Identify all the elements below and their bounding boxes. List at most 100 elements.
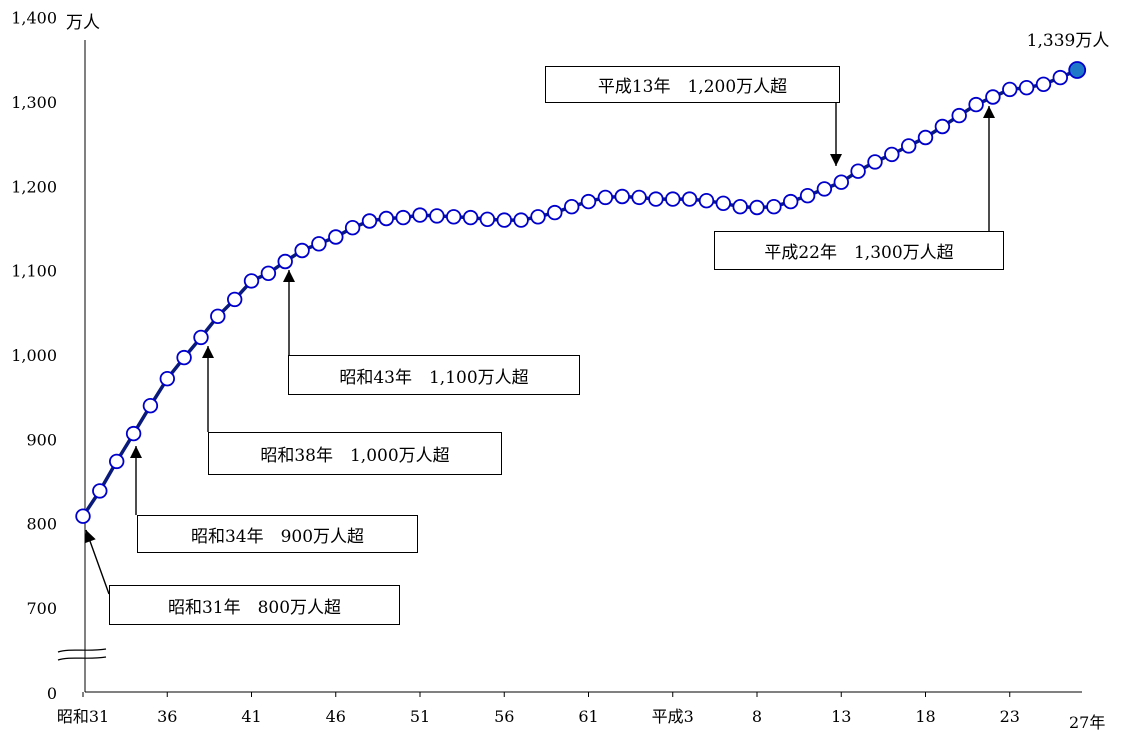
- annotation-arrowhead: [202, 346, 214, 358]
- data-point: [1035, 76, 1052, 93]
- data-point: [294, 242, 310, 259]
- data-point: [75, 508, 91, 524]
- data-point: [361, 213, 378, 229]
- data-point: [917, 129, 934, 146]
- data-point: [698, 192, 715, 209]
- data-point: [412, 207, 428, 223]
- data-point: [125, 425, 142, 442]
- annotation-arrows: [84, 103, 995, 595]
- data-point: [513, 212, 529, 228]
- chart-series: [75, 61, 1087, 524]
- annotation-arrowhead: [830, 154, 842, 166]
- data-point: [1052, 69, 1069, 86]
- data-point: [108, 453, 125, 470]
- data-point: [564, 198, 580, 215]
- data-point: [446, 209, 462, 225]
- x-tick-label: 平成3: [652, 707, 694, 726]
- y-tick-label: 1,400: [11, 9, 57, 28]
- x-tick-label: 18: [915, 707, 935, 726]
- data-point: [1018, 79, 1035, 96]
- y-tick-label: 800: [26, 515, 57, 534]
- data-point: [344, 219, 361, 236]
- data-point: [1002, 81, 1018, 98]
- data-point: [176, 349, 192, 366]
- annotation-arrowhead: [283, 270, 295, 282]
- y-tick-label: 1,000: [11, 346, 57, 365]
- x-tick-label: 昭和31: [57, 707, 109, 726]
- data-point: [530, 209, 546, 225]
- last-point-label: 1,339万人: [1027, 31, 1110, 51]
- data-point: [429, 208, 445, 224]
- data-point: [142, 398, 159, 414]
- x-tick-label: 27年: [1069, 713, 1105, 732]
- data-point: [395, 209, 411, 226]
- annotation-callout: 平成13年 1,200万人超: [545, 66, 840, 103]
- axis-break-mark: [57, 648, 107, 653]
- x-tick-label: 23: [1000, 707, 1020, 726]
- data-point: [311, 236, 327, 252]
- y-axis-labels: 0 700 800 900 1,000 1,100 1,200 1,300 1,400: [11, 9, 57, 703]
- x-tick-label: 51: [410, 707, 430, 726]
- data-point: [614, 188, 630, 205]
- data-point: [260, 265, 277, 282]
- data-point: [378, 210, 395, 227]
- x-tick-label: 36: [157, 707, 177, 726]
- data-point: [884, 146, 900, 163]
- data-point: [328, 229, 344, 245]
- x-tick-label: 56: [494, 707, 514, 726]
- annotation-callout: 昭和38年 1,000万人超: [208, 432, 502, 475]
- annotation-arrowhead: [983, 106, 995, 118]
- data-point: [951, 107, 967, 124]
- data-point: [277, 253, 293, 270]
- y-tick-label: 0: [47, 684, 57, 703]
- data-point: [479, 211, 496, 228]
- data-point: [766, 198, 782, 215]
- data-point: [985, 89, 1001, 105]
- data-point: [665, 191, 681, 207]
- chart-axes: [57, 40, 1082, 697]
- data-point: [648, 191, 664, 207]
- annotation-arrowhead: [84, 530, 96, 544]
- data-point: [159, 371, 176, 387]
- data-point: [631, 189, 647, 206]
- data-point: [681, 191, 698, 207]
- axis-break-mark: [57, 656, 107, 661]
- y-tick-label: 1,200: [11, 177, 57, 196]
- y-tick-label: 1,300: [11, 93, 57, 112]
- data-point: [226, 291, 243, 308]
- data-point: [816, 181, 833, 197]
- data-point: [92, 483, 108, 499]
- data-point: [850, 163, 866, 179]
- x-tick-label: 41: [241, 707, 261, 726]
- annotation-callout: 昭和43年 1,100万人超: [288, 355, 580, 395]
- annotation-arrowhead: [130, 446, 142, 458]
- data-point: [193, 329, 209, 346]
- data-point: [210, 308, 226, 325]
- data-point: [597, 189, 614, 206]
- x-tick-label: 46: [326, 707, 346, 726]
- y-tick-label: 900: [26, 430, 57, 449]
- data-point-last: [1068, 61, 1087, 79]
- data-point: [462, 209, 479, 226]
- y-tick-label: 1,100: [11, 262, 57, 281]
- data-point: [934, 118, 951, 135]
- data-point: [867, 154, 883, 170]
- x-tick-label: 61: [578, 707, 598, 726]
- annotation-callout: 昭和31年 800万人超: [109, 585, 400, 625]
- data-point: [968, 96, 984, 113]
- y-tick-label: 700: [26, 599, 57, 618]
- data-point: [580, 193, 597, 210]
- data-point: [901, 138, 917, 154]
- annotation-callout: 昭和34年 900万人超: [137, 515, 418, 553]
- x-tick-label: 13: [831, 707, 851, 726]
- data-point: [496, 212, 513, 228]
- data-point: [547, 204, 563, 221]
- data-point: [799, 187, 816, 204]
- data-point: [732, 198, 748, 215]
- data-point: [715, 195, 732, 212]
- data-point: [749, 199, 765, 216]
- y-axis-unit: 万人: [66, 13, 100, 33]
- x-tick-label: 8: [752, 707, 762, 726]
- data-point: [243, 273, 260, 289]
